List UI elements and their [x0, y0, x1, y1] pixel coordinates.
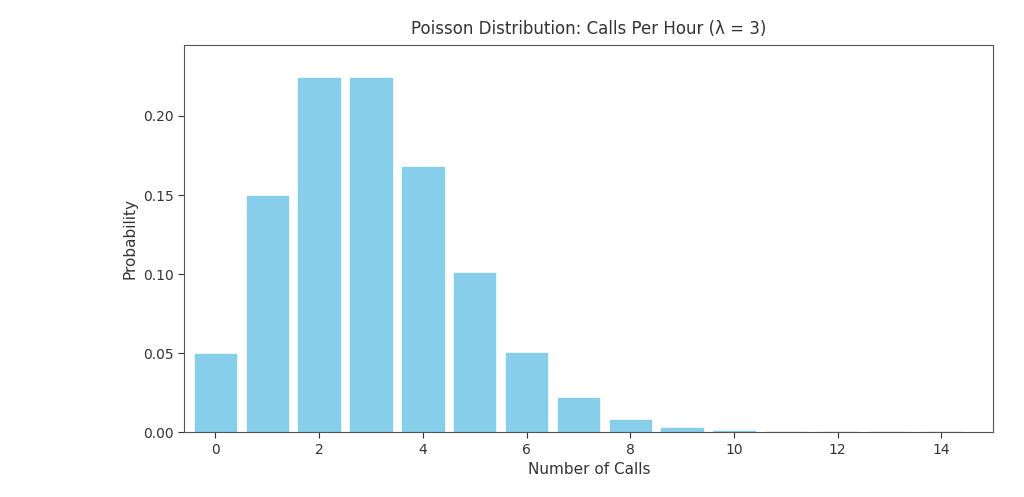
Bar [247, 196, 288, 432]
Bar [454, 273, 496, 432]
Bar [662, 428, 702, 432]
Bar [714, 431, 755, 432]
Bar [506, 353, 547, 432]
Bar [609, 419, 651, 432]
Bar [558, 398, 599, 432]
Y-axis label: Probability: Probability [123, 198, 137, 279]
Bar [402, 166, 443, 432]
Bar [350, 78, 392, 432]
Bar [195, 353, 237, 432]
Bar [298, 78, 340, 432]
X-axis label: Number of Calls: Number of Calls [527, 462, 650, 477]
Title: Poisson Distribution: Calls Per Hour (λ = 3): Poisson Distribution: Calls Per Hour (λ … [411, 19, 767, 38]
